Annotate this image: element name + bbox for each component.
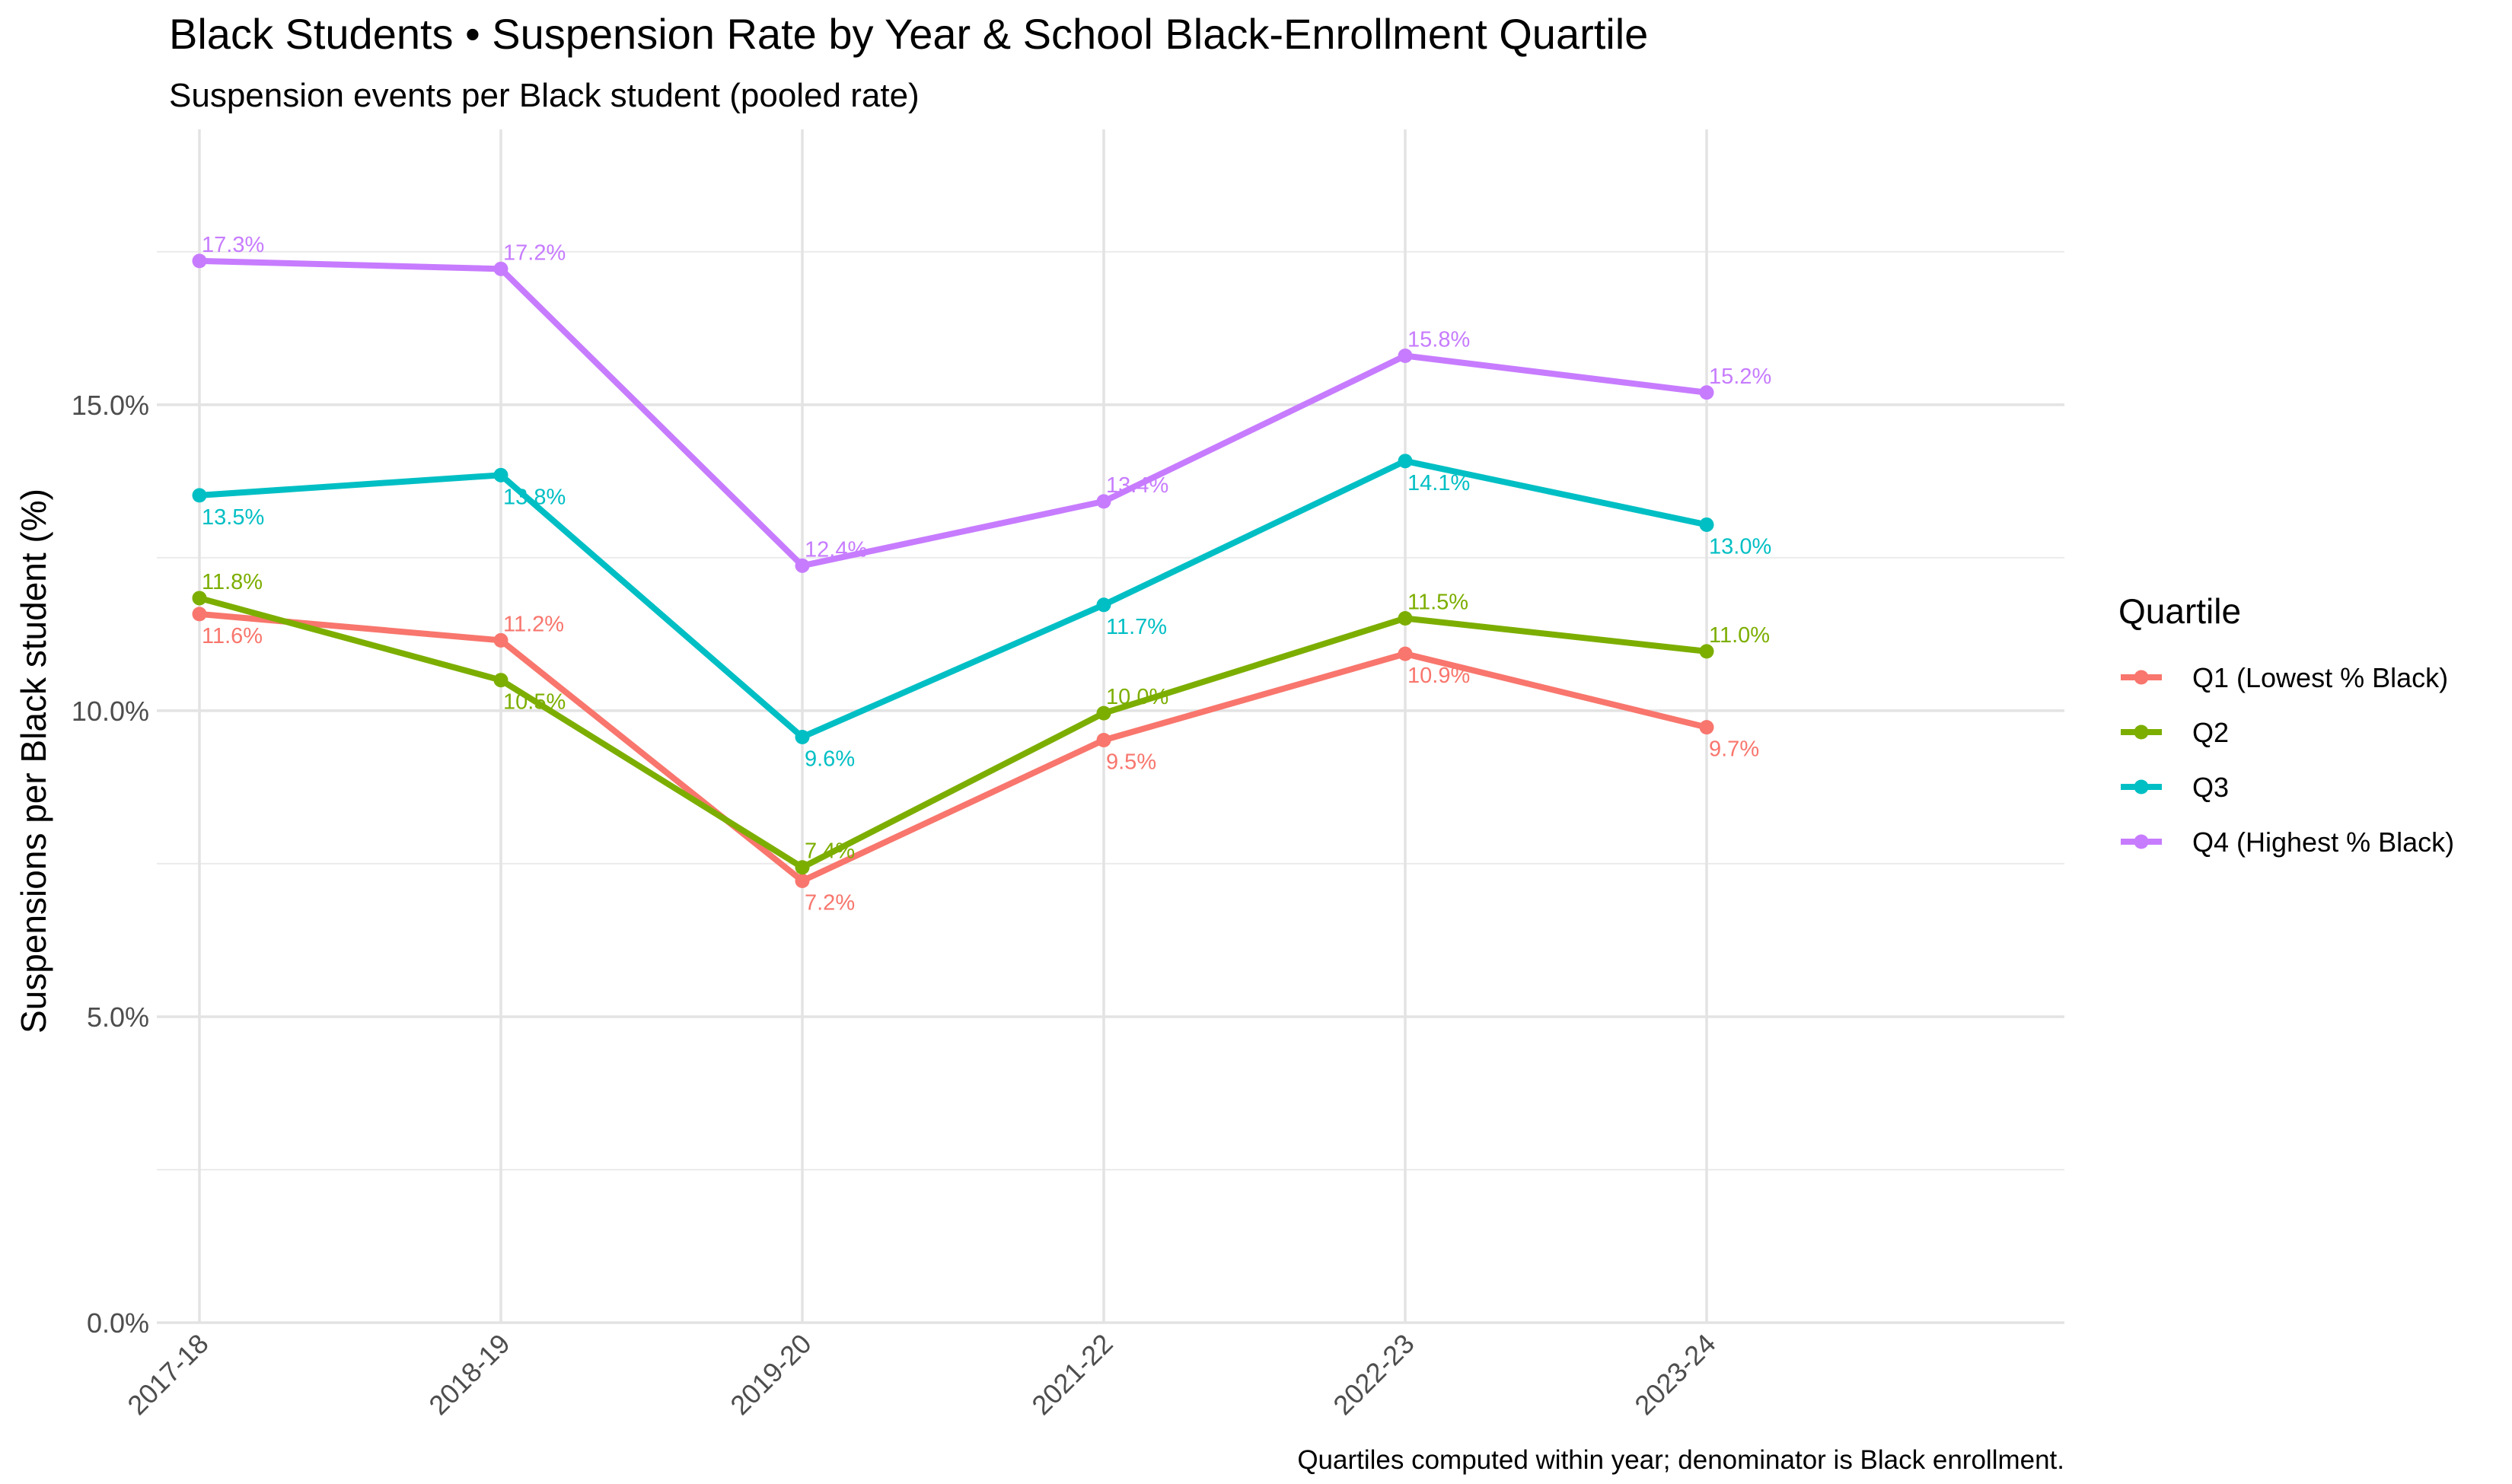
data-point (1398, 610, 1413, 626)
data-label: 10.9% (1407, 664, 1470, 688)
data-point (192, 607, 207, 622)
data-label: 15.2% (1709, 365, 1771, 389)
data-point (795, 873, 810, 888)
data-label: 14.1% (1407, 471, 1470, 495)
data-label: 11.7% (1106, 615, 1167, 639)
series-line (199, 457, 1707, 740)
data-label: 10.5% (503, 690, 566, 715)
data-point (192, 591, 207, 606)
legend-label: Q4 (Highest % Black) (2192, 826, 2454, 858)
series-line (199, 257, 1707, 569)
data-labels: 17.3% 13.5% 11.8% 11.6% 17.2% 13.8% 11.2% 10.5%… (202, 233, 1771, 916)
data-point (1398, 646, 1413, 661)
legend-title: Quartile (2118, 591, 2241, 631)
data-point (1699, 720, 1714, 735)
x-tick-label: 2022-23 (1327, 1328, 1420, 1421)
data-point (493, 261, 508, 276)
legend-label: Q3 (2192, 772, 2229, 803)
data-point (493, 632, 508, 648)
series-lines (192, 253, 1714, 888)
data-label: 9.7% (1709, 737, 1759, 762)
chart-caption: Quartiles computed within year; denomina… (1297, 1445, 2064, 1475)
x-tick-label: 2018-19 (422, 1328, 515, 1421)
legend-swatch-point (2134, 834, 2149, 849)
legend-swatch-point (2134, 670, 2149, 685)
data-point (795, 729, 810, 744)
x-tick-label: 2019-20 (724, 1328, 817, 1421)
series-line (198, 595, 1707, 871)
data-point (1699, 644, 1714, 659)
series-line (199, 610, 1707, 884)
x-tick-label: 2021-22 (1025, 1328, 1118, 1421)
x-axis-ticks: 2017-18 2018-19 2019-20 2021-22 2022-23 2023-… (121, 1328, 1721, 1421)
data-label: 11.6% (202, 624, 263, 648)
data-label: 17.2% (503, 240, 566, 265)
y-tick-label: 5.0% (87, 1002, 149, 1033)
y-axis-label: Suspensions per Black student (%) (14, 489, 53, 1033)
data-label: 11.8% (202, 570, 263, 594)
data-label: 15.8% (1407, 328, 1470, 352)
data-label: 13.8% (503, 485, 566, 509)
gridlines (157, 129, 2064, 1324)
legend-swatch-point (2134, 724, 2149, 740)
legend-swatch-point (2134, 779, 2149, 795)
data-point (1699, 385, 1714, 400)
data-point (192, 253, 207, 269)
data-point (1096, 705, 1111, 721)
legend: Quartile Q1 (Lowest % Black) Q2 Q3 Q4 (High… (2118, 591, 2454, 858)
data-point (192, 488, 207, 503)
y-tick-label: 0.0% (87, 1307, 149, 1339)
chart-title: Black Students • Suspension Rate by Year… (169, 10, 1648, 58)
data-point (1398, 349, 1413, 364)
data-point (1096, 597, 1111, 613)
y-axis-ticks: 0.0% 5.0% 10.0% 15.0% (72, 390, 149, 1339)
x-tick-label: 2017-18 (121, 1328, 214, 1421)
data-label: 11.0% (1709, 623, 1770, 648)
data-label: 7.2% (805, 890, 855, 915)
legend-label: Q2 (2192, 717, 2229, 748)
data-point (795, 558, 810, 573)
data-label: 12.4% (805, 537, 867, 562)
data-label: 11.2% (503, 612, 564, 636)
data-label: 13.0% (1709, 534, 1771, 559)
data-point (795, 860, 810, 875)
data-point (493, 673, 508, 688)
legend-items: Q1 (Lowest % Black) Q2 Q3 Q4 (Highest % Bla… (2121, 662, 2454, 858)
data-label: 9.6% (805, 747, 855, 771)
data-label: 10.0% (1106, 685, 1168, 709)
data-point (1096, 494, 1111, 509)
data-label: 9.5% (1106, 750, 1156, 774)
data-point (1398, 454, 1413, 469)
data-label: 7.4% (805, 839, 855, 864)
data-label: 11.5% (1407, 590, 1468, 614)
legend-label: Q1 (Lowest % Black) (2192, 662, 2448, 693)
data-label: 13.5% (202, 505, 264, 530)
chart-subtitle: Suspension events per Black student (poo… (169, 77, 920, 114)
data-label: 13.4% (1106, 473, 1168, 498)
data-label: 17.3% (202, 233, 264, 257)
x-tick-label: 2023-24 (1628, 1328, 1721, 1421)
data-point (493, 467, 508, 482)
data-point (1699, 517, 1714, 532)
y-tick-label: 10.0% (72, 696, 149, 727)
y-tick-label: 15.0% (72, 390, 149, 421)
data-point (1096, 732, 1111, 747)
